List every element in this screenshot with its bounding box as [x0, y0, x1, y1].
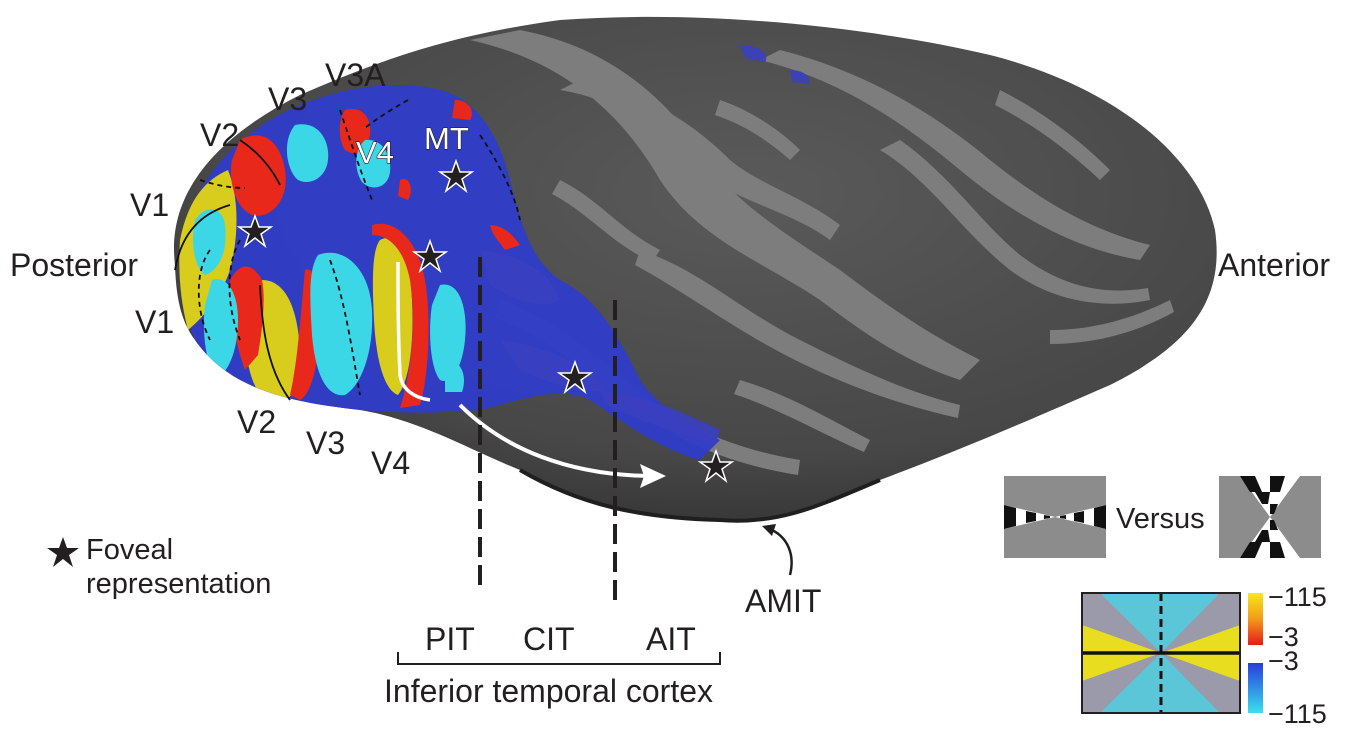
label-v1-bottom: V1 — [135, 304, 174, 340]
label-v4-top: V4 — [356, 135, 394, 170]
star-icon — [236, 213, 274, 249]
legend-representation: representation — [86, 568, 271, 600]
cyan-activation — [193, 209, 226, 275]
star-icon — [556, 359, 594, 395]
label-v3a: V3A — [325, 57, 386, 93]
ventral-stream-line — [396, 261, 431, 402]
brain-ventral-edge — [518, 468, 881, 523]
colorbar-warm-top: −115 — [1268, 582, 1327, 612]
label-amit: AMIT — [745, 583, 821, 619]
it-bracket — [397, 652, 721, 665]
amit-arrow — [762, 524, 793, 576]
red-activation — [230, 135, 286, 216]
area-boundaries — [174, 99, 521, 401]
label-posterior: Posterior — [10, 247, 138, 283]
legend-star-icon — [47, 537, 79, 567]
star-icon — [697, 448, 735, 484]
label-versus: Versus — [1116, 503, 1205, 535]
label-v1-top: V1 — [130, 187, 169, 223]
label-v4-bottom: V4 — [371, 445, 410, 481]
label-v3-bottom: V3 — [306, 425, 345, 461]
ventral-arrow — [458, 403, 666, 488]
label-pit: PIT — [425, 621, 475, 657]
blue-activation-it — [480, 250, 560, 305]
colorbar-cool — [1248, 663, 1263, 713]
label-mt: MT — [424, 121, 469, 156]
label-anterior: Anterior — [1218, 247, 1330, 283]
colorbar-cool-top: −3 — [1268, 646, 1299, 676]
foveal-stars — [236, 158, 735, 484]
star-icon — [411, 238, 449, 274]
label-ait: AIT — [646, 621, 696, 657]
label-inferior-temporal-cortex: Inferior temporal cortex — [384, 673, 713, 709]
colorbar-cool-bottom: −115 — [1268, 699, 1327, 729]
colorbar-warm-bottom: −3 — [1268, 622, 1299, 652]
colorbar-warm — [1248, 593, 1263, 645]
label-cit: CIT — [523, 621, 575, 657]
label-v3-top: V3 — [268, 81, 307, 117]
visual-field-map — [1081, 592, 1241, 714]
star-icon — [437, 158, 475, 194]
legend-foveal: Foveal — [86, 534, 173, 566]
label-v2-bottom: V2 — [237, 404, 276, 440]
activation-map — [179, 45, 810, 460]
label-v2-top: V2 — [200, 117, 239, 153]
stimulus-horizontal — [1004, 476, 1106, 558]
stimulus-vertical — [1219, 476, 1321, 558]
